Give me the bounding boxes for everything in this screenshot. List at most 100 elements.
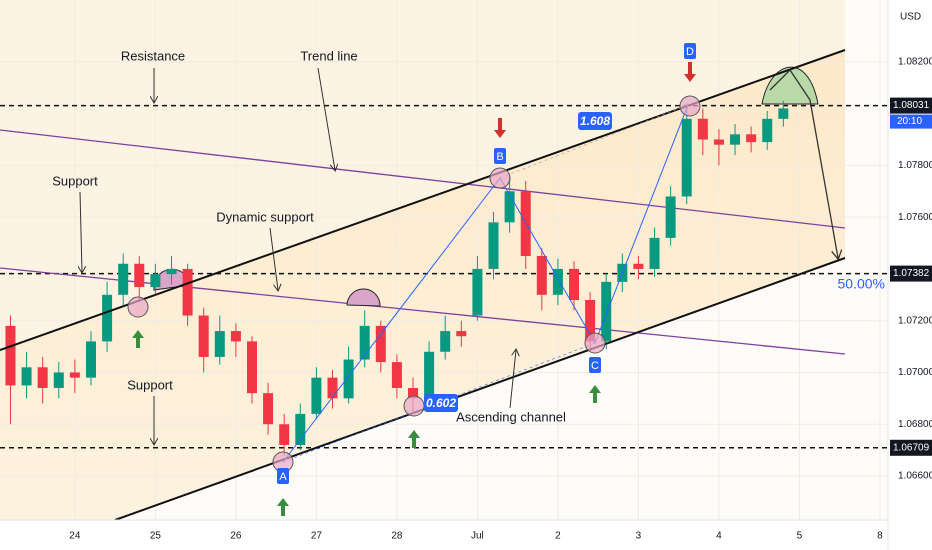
x-tick-label: 28	[391, 531, 403, 542]
candle-body	[359, 325, 370, 360]
candle-body	[391, 362, 402, 388]
x-tick-label: 3	[636, 531, 642, 542]
candle-body	[681, 118, 692, 197]
point-label: B	[496, 151, 503, 163]
candle-body	[440, 331, 451, 352]
upper-zone	[0, 0, 845, 350]
x-tick-label: 2	[555, 531, 561, 542]
candle-body	[746, 134, 757, 143]
candle-body	[37, 367, 48, 388]
candle-body	[263, 393, 274, 425]
countdown-box	[890, 114, 932, 129]
candle-body	[53, 372, 64, 388]
y-tick-label: 1.08200	[898, 57, 932, 68]
level-label: 1.07382	[893, 268, 930, 279]
up-arrows	[132, 330, 601, 516]
candle-body	[408, 387, 419, 399]
y-tick-label: 1.07200	[898, 315, 932, 326]
candle-body	[279, 424, 290, 445]
candle-body	[730, 134, 741, 145]
fib-percent: 50.00%	[838, 276, 885, 292]
point-box	[589, 357, 601, 373]
purple-line	[0, 129, 846, 229]
candle-body	[118, 263, 129, 295]
x-tick-label: 27	[311, 531, 323, 542]
candle-body	[569, 268, 580, 300]
candle-body	[166, 268, 177, 275]
circles	[127, 95, 701, 473]
y-tick-label: 1.06800	[898, 419, 932, 430]
x-tick-label: 26	[230, 531, 242, 542]
candle-body	[246, 341, 257, 394]
candle-body	[585, 299, 596, 342]
down-arrows	[494, 62, 696, 138]
point-label: D	[686, 46, 694, 58]
time-axis	[0, 520, 888, 550]
annotation: Ascending channel	[456, 409, 566, 424]
candle-body	[21, 367, 32, 386]
annotation: Resistance	[121, 48, 185, 63]
fib-label: 0.602	[426, 396, 456, 410]
candle-body	[214, 331, 225, 357]
annotation: Support	[52, 173, 98, 188]
y-tick-label: 1.06600	[898, 471, 932, 482]
candle-body	[649, 237, 660, 269]
y-tick-label: 1.07800	[898, 160, 932, 171]
candle-body	[697, 118, 708, 140]
annotation: Trend line	[300, 48, 357, 63]
level-box	[890, 439, 932, 456]
point-box	[494, 148, 506, 164]
x-tick-label: 4	[716, 531, 722, 542]
grid	[0, 0, 888, 520]
candle-body	[536, 255, 547, 295]
candle-body	[198, 315, 209, 357]
annotation: Dynamic support	[216, 209, 314, 224]
y-tick-label: 1.07000	[898, 367, 932, 378]
candle-body	[375, 325, 386, 363]
candle-body	[424, 351, 435, 399]
candle-body	[5, 325, 16, 386]
candle-body	[85, 341, 96, 378]
channel-fill	[0, 50, 845, 520]
arc	[761, 66, 819, 105]
level-box	[890, 265, 932, 282]
candle-body	[472, 268, 483, 316]
arc	[346, 288, 381, 307]
candle-body	[134, 263, 145, 288]
candle-body	[762, 118, 773, 143]
candle-body	[601, 281, 612, 342]
x-tick-label: Jul	[471, 531, 484, 542]
candle-body	[713, 139, 724, 145]
x-tick-label: 25	[150, 531, 162, 542]
candle-body	[182, 268, 193, 316]
candle-body	[311, 377, 322, 414]
pattern	[282, 104, 689, 463]
candle-body	[665, 196, 676, 238]
point-label: C	[591, 360, 599, 372]
annotation: Support	[127, 377, 173, 392]
candle-body	[150, 274, 161, 288]
candle-body	[633, 263, 644, 269]
candle-body	[504, 191, 515, 223]
point-box	[277, 468, 289, 484]
countdown: 20:10	[897, 116, 922, 127]
candle-body	[343, 359, 354, 399]
level-label: 1.06709	[893, 442, 930, 453]
axis-labels: 1.08200 1.07800 1.07600 1.07200 1.07000 1.068…	[69, 57, 932, 542]
currency: USD	[900, 12, 921, 23]
x-tick-label: 5	[797, 531, 803, 542]
pattern	[282, 342, 596, 463]
fib-label: 1.608	[580, 114, 610, 128]
candle-body	[102, 294, 113, 342]
pattern	[499, 104, 689, 179]
level-label: 1.08031	[893, 100, 930, 111]
candle-body	[327, 377, 338, 399]
y-tick-label: 1.07600	[898, 212, 932, 223]
channel-bottom	[114, 257, 846, 521]
point-box	[684, 43, 696, 59]
candle-body	[488, 222, 499, 269]
candle-body	[295, 413, 306, 445]
pointer-arrows	[80, 67, 516, 444]
